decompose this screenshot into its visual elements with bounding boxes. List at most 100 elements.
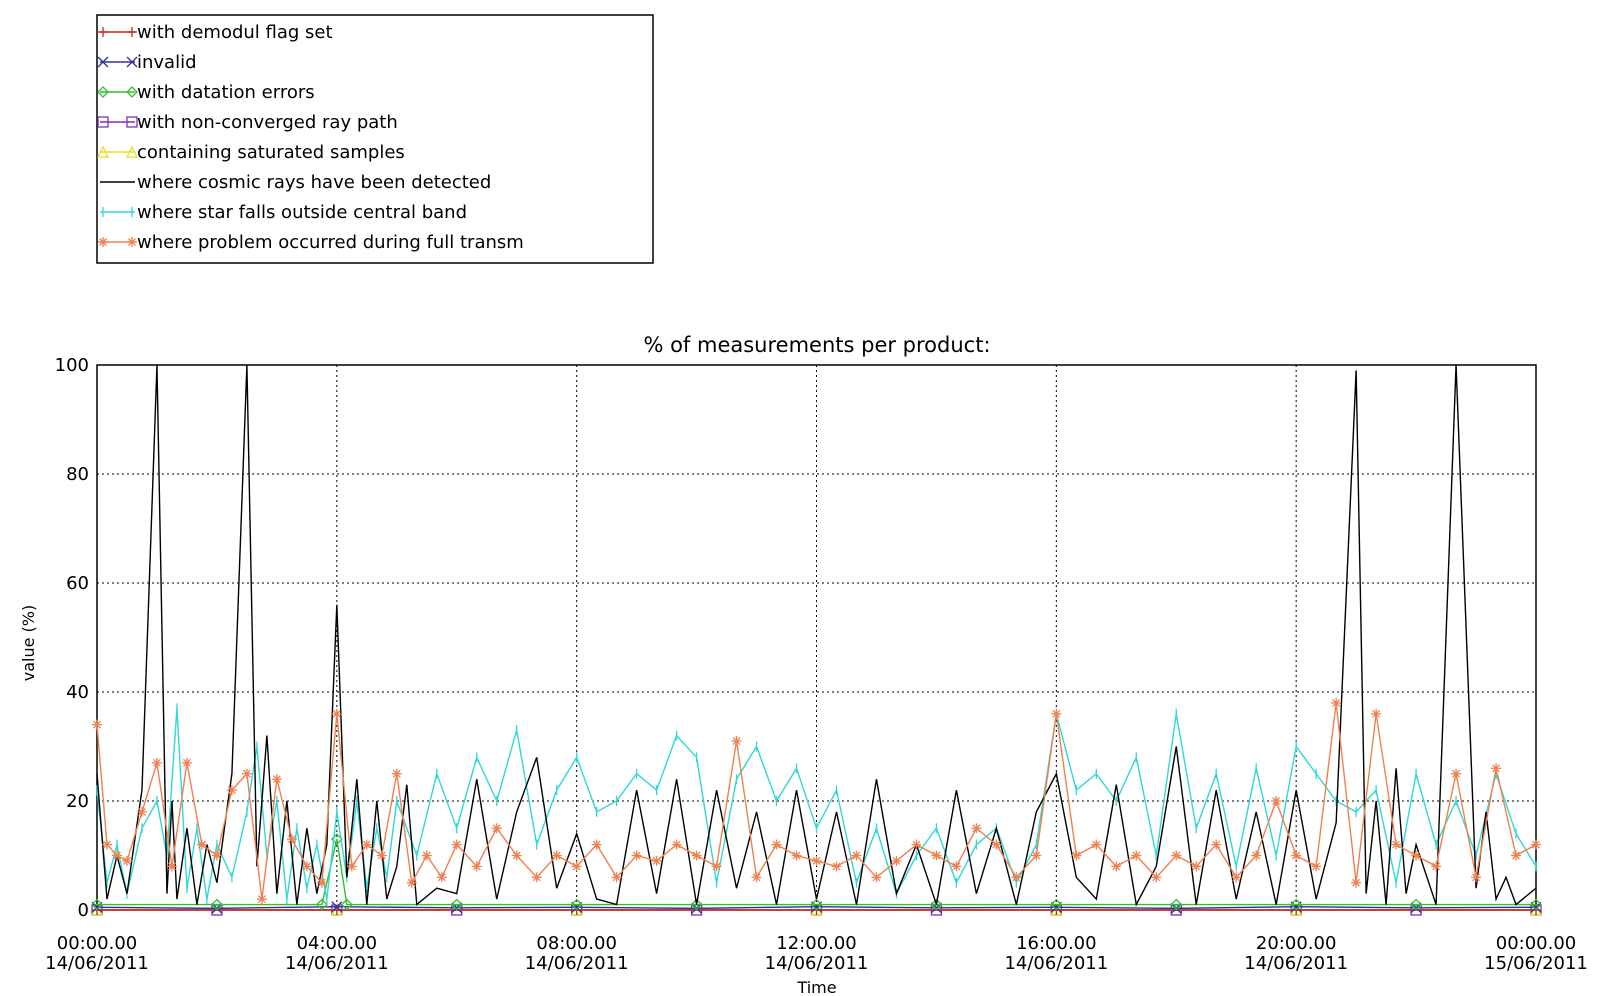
marker-asterisk xyxy=(1432,862,1441,871)
series-line xyxy=(96,364,1537,907)
marker-asterisk xyxy=(512,851,521,860)
marker-asterisk xyxy=(1052,709,1061,718)
x-tick-time: 12:00.00 xyxy=(776,933,857,954)
marker-asterisk xyxy=(152,758,161,767)
marker-square xyxy=(97,116,109,128)
chart-title: % of measurements per product: xyxy=(643,333,990,357)
x-tick-time: 00:00.00 xyxy=(1496,933,1577,954)
marker-asterisk xyxy=(407,878,416,887)
marker-diamond xyxy=(1170,898,1183,911)
marker-asterisk xyxy=(832,862,841,871)
marker-diamond xyxy=(1530,898,1542,911)
marker-asterisk xyxy=(272,775,281,784)
marker-asterisk xyxy=(692,851,701,860)
legend-entry: with datation errors xyxy=(97,82,315,103)
series-5 xyxy=(96,364,1537,907)
marker-asterisk xyxy=(1532,840,1540,849)
marker-asterisk xyxy=(452,840,461,849)
marker-asterisk xyxy=(772,840,781,849)
legend-label: with demodul flag set xyxy=(137,22,333,43)
marker-asterisk xyxy=(1072,851,1081,860)
series-line xyxy=(96,702,1537,900)
marker-asterisk xyxy=(182,758,191,767)
legend-label: invalid xyxy=(137,52,197,73)
marker-asterisk xyxy=(612,873,621,882)
legend-label: where cosmic rays have been detected xyxy=(137,172,491,193)
marker-asterisk xyxy=(377,851,386,860)
marker-asterisk xyxy=(362,840,371,849)
marker-asterisk xyxy=(347,862,356,871)
marker-asterisk xyxy=(138,807,146,816)
marker-asterisk xyxy=(332,709,341,718)
x-tick-date: 14/06/2011 xyxy=(525,953,629,974)
legend-entry: with non-converged ray path xyxy=(97,112,398,133)
marker-asterisk xyxy=(1152,873,1161,882)
marker-diamond xyxy=(126,86,138,98)
marker-asterisk xyxy=(1272,797,1281,805)
marker-asterisk xyxy=(1132,851,1141,860)
marker-asterisk xyxy=(952,862,961,871)
marker-asterisk xyxy=(227,786,236,795)
x-tick-time: 20:00.00 xyxy=(1256,933,1337,954)
marker-diamond xyxy=(1050,898,1063,911)
x-tick-time: 16:00.00 xyxy=(1016,933,1097,954)
legend-label: where problem occurred during full trans… xyxy=(137,232,524,253)
marker-asterisk xyxy=(1032,851,1041,860)
marker-asterisk xyxy=(992,840,1001,849)
marker-asterisk xyxy=(592,840,601,849)
legend-entry: where star falls outside central band xyxy=(100,202,467,223)
marker-asterisk xyxy=(1172,851,1181,860)
legend-entry: where cosmic rays have been detected xyxy=(100,172,491,193)
x-tick-time: 04:00.00 xyxy=(297,933,378,954)
x-tick-date: 14/06/2011 xyxy=(1004,953,1108,974)
series-6 xyxy=(96,703,1537,905)
legend-entry: invalid xyxy=(97,52,197,73)
x-axis-label: Time xyxy=(796,978,836,996)
marker-asterisk xyxy=(812,856,821,865)
series-7 xyxy=(92,697,1541,905)
marker-asterisk xyxy=(572,862,581,871)
marker-asterisk xyxy=(197,840,206,849)
marker-asterisk xyxy=(437,873,446,882)
marker-asterisk xyxy=(1212,840,1221,849)
marker-asterisk xyxy=(852,851,861,860)
marker-asterisk xyxy=(1372,709,1381,718)
marker-x xyxy=(97,56,109,68)
marker-square xyxy=(126,116,138,128)
marker-diamond xyxy=(1410,898,1423,911)
marker-x xyxy=(331,901,343,913)
marker-diamond xyxy=(210,898,223,911)
marker-asterisk xyxy=(1452,769,1461,778)
marker-diamond xyxy=(930,898,943,911)
marker-asterisk xyxy=(287,835,296,844)
marker-asterisk xyxy=(712,862,721,871)
x-tick-time: 00:00.00 xyxy=(57,933,138,954)
marker-triangle xyxy=(125,145,139,158)
marker-diamond xyxy=(1290,898,1303,911)
y-tick-label: 20 xyxy=(66,791,89,812)
y-tick-label: 100 xyxy=(55,355,89,376)
series-line xyxy=(96,708,1537,900)
marker-asterisk xyxy=(972,824,981,833)
legend: with demodul flag set invalid with datatio… xyxy=(96,14,654,264)
marker-asterisk xyxy=(93,720,101,729)
marker-asterisk xyxy=(932,851,941,860)
marker-asterisk xyxy=(113,851,121,860)
marker-asterisk xyxy=(472,862,481,871)
marker-asterisk xyxy=(532,873,541,882)
marker-asterisk xyxy=(317,878,326,887)
marker-asterisk xyxy=(652,856,661,865)
marker-asterisk xyxy=(1392,840,1401,849)
marker-asterisk xyxy=(792,851,801,860)
legend-label: containing saturated samples xyxy=(137,142,405,163)
marker-asterisk xyxy=(1352,878,1361,887)
marker-asterisk xyxy=(1512,851,1520,860)
x-tick-date: 14/06/2011 xyxy=(45,953,149,974)
marker-asterisk xyxy=(1192,862,1201,871)
y-tick-label: 80 xyxy=(66,464,89,485)
marker-diamond xyxy=(570,898,583,911)
marker-diamond xyxy=(690,898,703,911)
marker-diamond xyxy=(810,898,823,911)
x-tick-date: 14/06/2011 xyxy=(765,953,869,974)
marker-x xyxy=(126,56,138,68)
